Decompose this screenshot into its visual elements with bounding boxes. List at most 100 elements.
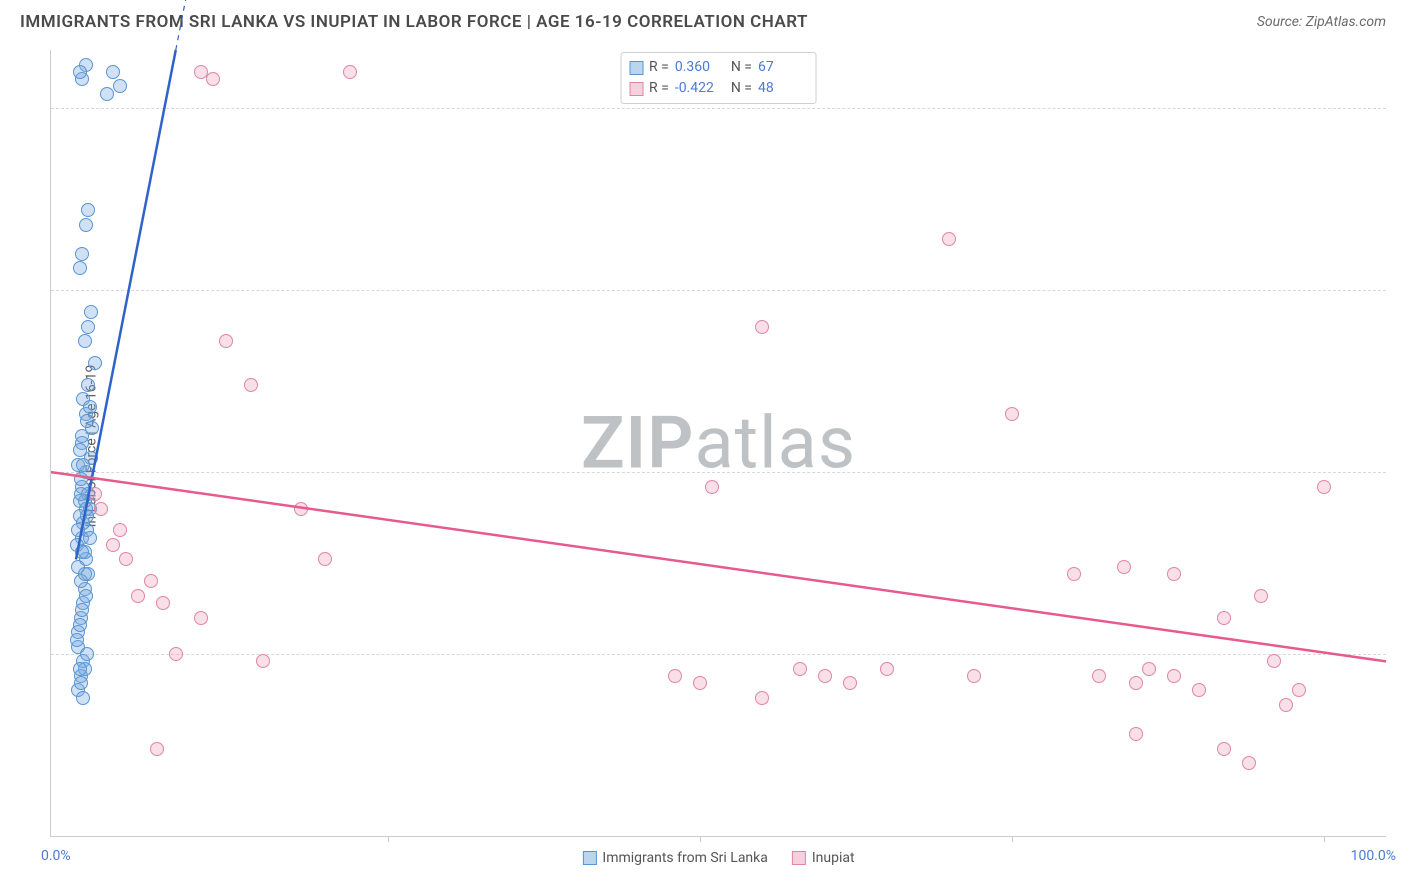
scatter-point xyxy=(1167,669,1181,683)
scatter-point xyxy=(1192,683,1206,697)
legend-row-series-1: R = 0.360 N = 67 xyxy=(629,57,808,78)
scatter-point xyxy=(80,414,94,428)
correlation-legend: R = 0.360 N = 67 R = -0.422 N = 48 xyxy=(620,52,817,104)
gridline-horizontal xyxy=(51,472,1386,473)
n-value-1: 67 xyxy=(758,57,808,78)
scatter-point xyxy=(75,429,89,443)
scatter-point xyxy=(1254,589,1268,603)
scatter-point xyxy=(1067,567,1081,581)
scatter-point xyxy=(70,633,84,647)
scatter-point xyxy=(73,618,87,632)
scatter-point xyxy=(793,662,807,676)
scatter-point xyxy=(73,261,87,275)
scatter-point xyxy=(83,400,97,414)
scatter-point xyxy=(73,65,87,79)
scatter-point xyxy=(843,676,857,690)
scatter-point xyxy=(73,662,87,676)
scatter-point xyxy=(343,65,357,79)
scatter-point xyxy=(75,545,89,559)
chart-title: IMMIGRANTS FROM SRI LANKA VS INUPIAT IN … xyxy=(20,12,808,32)
scatter-point xyxy=(1129,727,1143,741)
scatter-point xyxy=(84,305,98,319)
legend-swatch-pink xyxy=(629,82,643,96)
scatter-point xyxy=(294,502,308,516)
legend-label-1: Immigrants from Sri Lanka xyxy=(602,850,767,866)
x-tick-max: 100.0% xyxy=(1351,848,1396,864)
scatter-point xyxy=(219,334,233,348)
scatter-point xyxy=(156,596,170,610)
n-label: N = xyxy=(731,57,752,78)
scatter-point xyxy=(75,603,89,617)
legend-label-2: Inupiat xyxy=(812,850,855,866)
legend-swatch-blue xyxy=(582,851,596,865)
scatter-point xyxy=(76,458,90,472)
scatter-point xyxy=(318,552,332,566)
y-tick-label: 100.0% xyxy=(1396,100,1406,116)
scatter-point xyxy=(113,523,127,537)
scatter-point xyxy=(1217,742,1231,756)
n-value-2: 48 xyxy=(758,78,808,99)
series-legend: Immigrants from Sri Lanka Inupiat xyxy=(582,850,854,866)
scatter-point xyxy=(1292,683,1306,697)
scatter-point xyxy=(942,232,956,246)
scatter-point xyxy=(79,218,93,232)
scatter-point xyxy=(206,72,220,86)
chart-header: IMMIGRANTS FROM SRI LANKA VS INUPIAT IN … xyxy=(0,0,1406,40)
scatter-point xyxy=(705,480,719,494)
scatter-point xyxy=(194,611,208,625)
scatter-point xyxy=(693,676,707,690)
scatter-point xyxy=(1267,654,1281,668)
scatter-point xyxy=(79,502,93,516)
scatter-chart: ZIPatlas R = 0.360 N = 67 R = -0.422 N =… xyxy=(50,50,1386,837)
scatter-point xyxy=(81,378,95,392)
scatter-point xyxy=(131,589,145,603)
scatter-point xyxy=(1117,560,1131,574)
x-tick-min: 0.0% xyxy=(41,848,71,864)
chart-source: Source: ZipAtlas.com xyxy=(1257,14,1386,30)
scatter-point xyxy=(244,378,258,392)
legend-item-2: Inupiat xyxy=(792,850,855,866)
x-tick-mark xyxy=(388,836,389,842)
scatter-point xyxy=(76,691,90,705)
scatter-point xyxy=(78,334,92,348)
scatter-point xyxy=(1005,407,1019,421)
scatter-point xyxy=(80,647,94,661)
scatter-point xyxy=(74,487,88,501)
scatter-point xyxy=(1142,662,1156,676)
scatter-point xyxy=(113,79,127,93)
scatter-point xyxy=(755,691,769,705)
scatter-point xyxy=(79,589,93,603)
scatter-point xyxy=(81,320,95,334)
scatter-point xyxy=(71,523,85,537)
legend-row-series-2: R = -0.422 N = 48 xyxy=(629,78,808,99)
legend-item-1: Immigrants from Sri Lanka xyxy=(582,850,767,866)
scatter-point xyxy=(1092,669,1106,683)
x-tick-mark xyxy=(1324,836,1325,842)
scatter-point xyxy=(106,65,120,79)
scatter-point xyxy=(119,552,133,566)
scatter-point xyxy=(818,669,832,683)
scatter-point xyxy=(1217,611,1231,625)
r-value-1: 0.360 xyxy=(675,57,725,78)
r-value-2: -0.422 xyxy=(675,78,725,99)
scatter-point xyxy=(169,647,183,661)
y-tick-label: 75.0% xyxy=(1396,282,1406,298)
scatter-point xyxy=(1167,567,1181,581)
x-tick-mark xyxy=(1012,836,1013,842)
y-tick-label: 50.0% xyxy=(1396,464,1406,480)
scatter-point xyxy=(1129,676,1143,690)
x-tick-mark xyxy=(700,836,701,842)
scatter-point xyxy=(755,320,769,334)
scatter-point xyxy=(106,538,120,552)
n-label: N = xyxy=(731,78,752,99)
y-tick-label: 25.0% xyxy=(1396,646,1406,662)
scatter-point xyxy=(256,654,270,668)
r-label: R = xyxy=(649,78,669,99)
scatter-point xyxy=(74,676,88,690)
trend-lines xyxy=(51,50,1386,836)
scatter-point xyxy=(75,247,89,261)
gridline-horizontal xyxy=(51,108,1386,109)
scatter-point xyxy=(880,662,894,676)
scatter-point xyxy=(78,567,92,581)
legend-swatch-blue xyxy=(629,61,643,75)
